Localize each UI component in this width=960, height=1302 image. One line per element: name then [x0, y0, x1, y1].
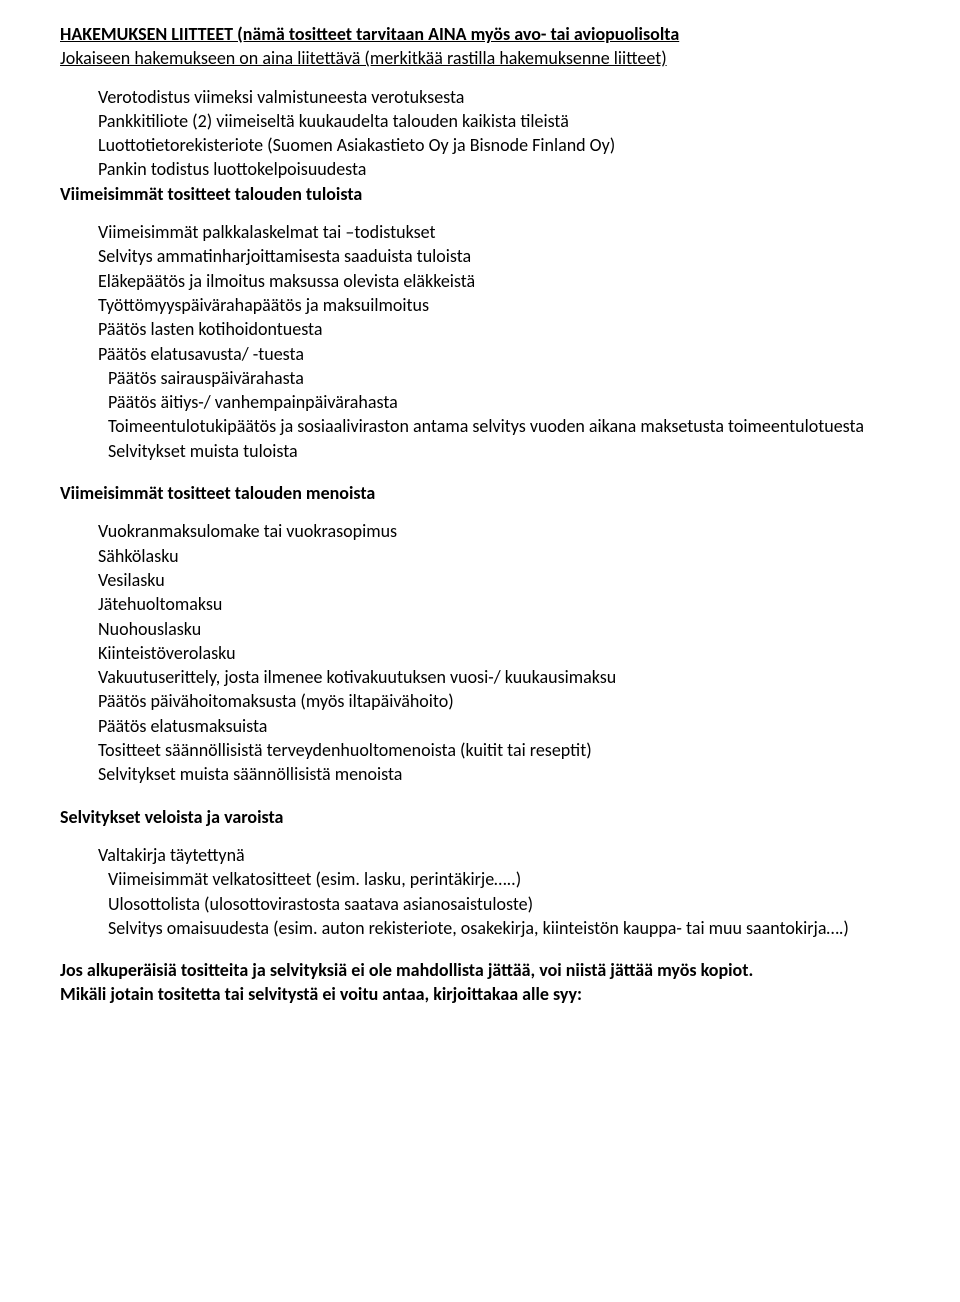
page-root: HAKEMUKSEN LIITTEET (nämä tositteet tarv…: [0, 0, 960, 1047]
footer-line-2a: Mikäli jotain tositetta tai selvitystä e…: [60, 983, 582, 1005]
income-items-a: Viimeisimmät palkkalaskelmat tai –todist…: [60, 220, 900, 463]
title-line: HAKEMUKSEN LIITTEET (nämä tositteet tarv…: [60, 23, 679, 45]
expenses-items: Vuokranmaksulomake tai vuokrasopimus Säh…: [60, 519, 900, 786]
top-item: Pankin todistus luottokelpoisuudesta: [98, 157, 900, 181]
footer-line-2: Mikäli jotain tositetta tai selvitystä e…: [60, 982, 900, 1006]
expense-item: Tositteet säännöllisistä terveydenhuolto…: [98, 738, 900, 762]
top-item: Verotodistus viimeksi valmistuneesta ver…: [98, 85, 900, 109]
income-item: Työttömyyspäivärahapäätös ja maksuilmoit…: [98, 293, 900, 317]
debt-item: Viimeisimmät velkatositteet (esim. lasku…: [108, 867, 900, 891]
top-items-block: Verotodistus viimeksi valmistuneesta ver…: [60, 85, 900, 182]
expense-item: Vuokranmaksulomake tai vuokrasopimus: [98, 519, 900, 543]
top-item: Luottotietorekisteriote (Suomen Asiakast…: [98, 133, 900, 157]
income-item: Selvitys ammatinharjoittamisesta saaduis…: [98, 244, 900, 268]
subtitle-line: Jokaiseen hakemukseen on aina liitettävä…: [60, 47, 667, 69]
debts-heading: Selvitykset veloista ja varoista: [60, 805, 900, 829]
debt-item: Valtakirja täytettynä: [98, 843, 900, 867]
expense-item: Päätös elatusmaksuista: [98, 714, 900, 738]
debts-items: Valtakirja täytettynä Viimeisimmät velka…: [60, 843, 900, 940]
expense-item: Kiinteistöverolasku: [98, 641, 900, 665]
income-item: Viimeisimmät palkkalaskelmat tai –todist…: [98, 220, 900, 244]
income-item: Selvitykset muista tuloista: [108, 439, 900, 463]
expenses-heading: Viimeisimmät tositteet talouden menoista: [60, 481, 900, 505]
income-item: Päätös lasten kotihoidontuesta: [98, 317, 900, 341]
expense-item: Sähkölasku: [98, 544, 900, 568]
income-item: Päätös äitiys-/ vanhempainpäivärahasta: [108, 390, 900, 414]
income-item: Toimeentulotukipäätös ja sosiaalivirasto…: [108, 414, 900, 438]
expense-item: Vakuutuserittely, josta ilmenee kotivaku…: [98, 665, 900, 689]
income-item: Eläkepäätös ja ilmoitus maksussa olevist…: [98, 269, 900, 293]
expense-item: Päätös päivähoitomaksusta (myös iltapäiv…: [98, 689, 900, 713]
footer-line-1: Jos alkuperäisiä tositteita ja selvityks…: [60, 958, 900, 982]
expense-item: Selvitykset muista säännöllisistä menois…: [98, 762, 900, 786]
income-items-b: Päätös sairauspäivärahasta Päätös äitiys…: [98, 366, 900, 463]
top-item: Pankkitiliote (2) viimeiseltä kuukaudelt…: [98, 109, 900, 133]
expense-item: Vesilasku: [98, 568, 900, 592]
expense-item: Jätehuoltomaksu: [98, 592, 900, 616]
debts-items-b: Viimeisimmät velkatositteet (esim. lasku…: [98, 867, 900, 940]
income-item: Päätös sairauspäivärahasta: [108, 366, 900, 390]
debt-item: Ulosottolista (ulosottovirastosta saatav…: [108, 892, 900, 916]
expense-item: Nuohouslasku: [98, 617, 900, 641]
income-item: Päätös elatusavusta/ -tuesta: [98, 342, 900, 366]
header-block: HAKEMUKSEN LIITTEET (nämä tositteet tarv…: [60, 22, 900, 71]
income-heading: Viimeisimmät tositteet talouden tuloista: [60, 182, 900, 206]
debt-item: Selvitys omaisuudesta (esim. auton rekis…: [108, 916, 900, 940]
